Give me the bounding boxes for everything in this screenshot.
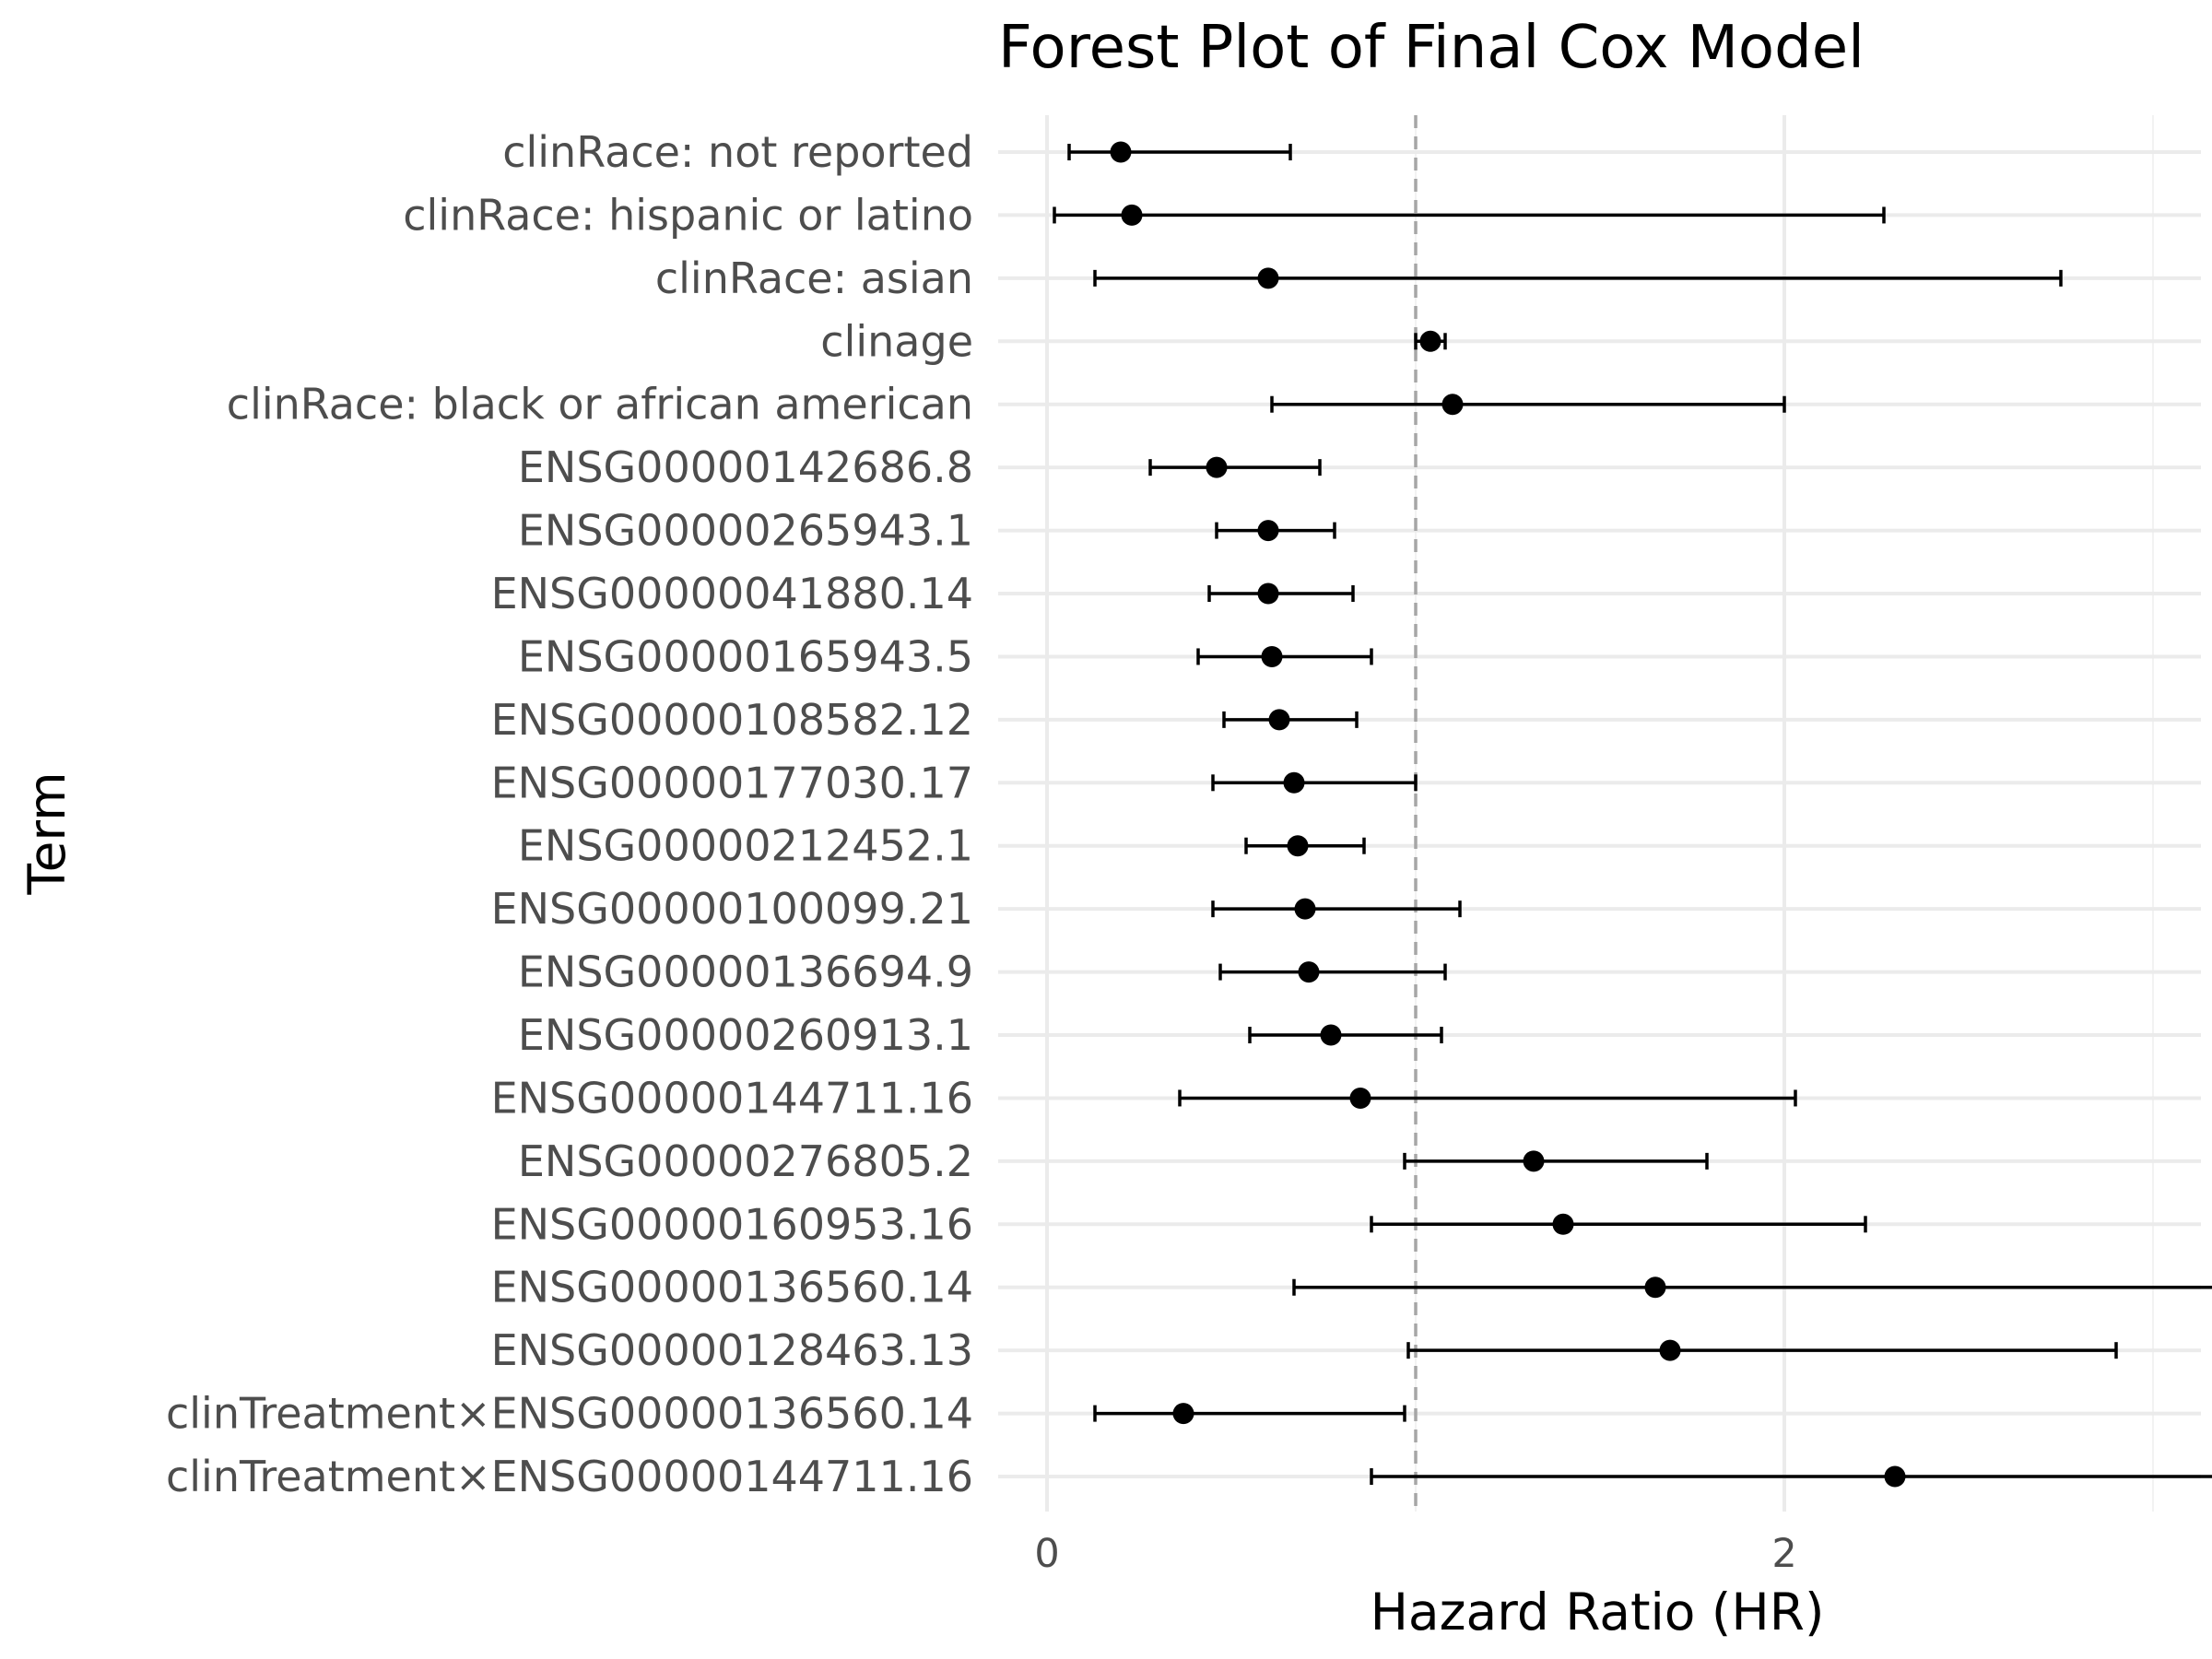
- y-tick-label: ENSG00000136560.14: [491, 1263, 973, 1312]
- hr-point: [1121, 204, 1143, 226]
- chart-title: Forest Plot of Final Cox Model: [998, 14, 1865, 82]
- x-tick-label: 0: [1034, 1531, 1059, 1577]
- y-tick-label: ENSG00000260913.1: [518, 1010, 973, 1060]
- x-tick-label: 2: [1771, 1531, 1796, 1577]
- hr-point: [1268, 709, 1290, 731]
- hr-point: [1552, 1213, 1574, 1235]
- y-tick-label: ENSG00000108582.12: [491, 695, 973, 745]
- y-tick-label: clinRace: not reported: [502, 127, 973, 177]
- y-tick-label: clinTreatment×ENSG00000144711.16: [166, 1452, 973, 1501]
- y-tick-label: ENSG00000212452.1: [518, 821, 973, 871]
- y-tick-label: clinRace: asian: [655, 253, 973, 303]
- hr-point: [1283, 771, 1305, 794]
- y-tick-label: ENSG00000142686.8: [518, 442, 973, 492]
- y-tick-label: clinage: [820, 316, 973, 366]
- hr-point: [1523, 1150, 1545, 1172]
- y-tick-label: ENSG00000144711.16: [491, 1073, 973, 1123]
- hr-point: [1349, 1087, 1371, 1109]
- y-tick-label: ENSG00000128463.13: [491, 1325, 973, 1375]
- y-tick-label: clinRace: black or african american: [227, 380, 973, 429]
- y-tick-label: ENSG00000136694.9: [518, 947, 973, 997]
- hr-point: [1298, 961, 1320, 983]
- y-tick-label: ENSG00000177030.17: [491, 758, 973, 807]
- hr-point: [1441, 394, 1464, 416]
- hr-point: [1659, 1339, 1681, 1361]
- hr-point: [1287, 835, 1309, 857]
- grid-lines: [998, 115, 2201, 1512]
- y-tick-labels: clinRace: not reported clinRace: hispanic…: [166, 127, 973, 1501]
- forest-marks: [1053, 141, 2212, 1488]
- y-tick-label: clinRace: hispanic or latino: [403, 190, 973, 240]
- hr-point: [1257, 267, 1279, 289]
- x-axis-title: Hazard Ratio (HR): [1371, 1583, 1825, 1641]
- y-tick-label: ENSG00000265943.1: [518, 506, 973, 556]
- hr-point: [1257, 520, 1279, 542]
- hr-point: [1884, 1465, 1906, 1488]
- hr-point: [1419, 330, 1441, 352]
- y-tick-label: ENSG00000160953.16: [491, 1199, 973, 1249]
- hr-point: [1206, 456, 1228, 478]
- y-tick-label: ENSG00000165943.5: [518, 631, 973, 681]
- y-tick-label: ENSG00000276805.2: [518, 1136, 973, 1186]
- y-axis-title: Term: [18, 771, 76, 895]
- y-tick-label: ENSG00000041880.14: [491, 569, 973, 618]
- x-tick-labels: 0246: [1034, 1531, 1796, 1577]
- hr-point: [1294, 898, 1316, 920]
- y-tick-label: clinTreatment×ENSG00000136560.14: [166, 1389, 973, 1439]
- hr-point: [1110, 141, 1132, 163]
- hr-point: [1261, 645, 1283, 667]
- hr-point: [1320, 1024, 1342, 1046]
- y-tick-label: ENSG00000100099.21: [491, 884, 973, 934]
- hr-point: [1644, 1277, 1666, 1299]
- hr-point: [1172, 1403, 1194, 1425]
- hr-point: [1257, 582, 1279, 605]
